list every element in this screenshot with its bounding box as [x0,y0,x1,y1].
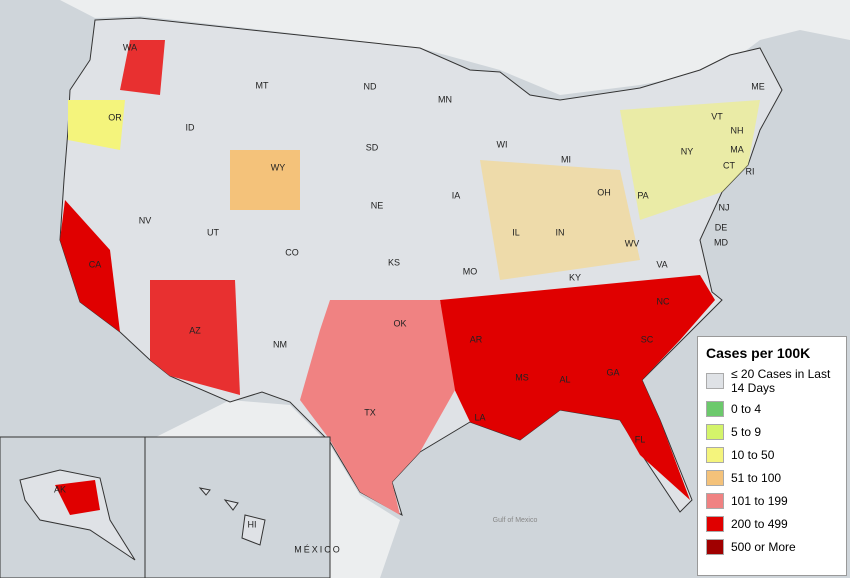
state-label: OK [393,318,406,328]
state-label: CO [285,247,299,257]
legend-item: 51 to 100 [706,469,838,487]
state-label: MI [561,154,571,164]
washington-region [120,40,165,95]
state-label: VA [656,259,667,269]
canada [0,0,850,95]
legend-swatch [706,401,724,417]
state-label: RI [746,166,755,176]
state-label: MO [463,266,478,276]
state-label: WI [497,139,508,149]
place-label: Gulf of Mexico [493,517,538,524]
legend-swatch [706,447,724,463]
state-label: AZ [189,325,201,335]
state-label: NH [731,125,744,135]
legend-swatch [706,493,724,509]
state-label: NC [657,296,670,306]
legend-item: 10 to 50 [706,446,838,464]
wyoming-region [230,150,300,210]
legend-label: 500 or More [731,540,796,554]
state-label: FL [635,434,646,444]
state-label: PA [637,190,648,200]
legend-swatch [706,373,724,389]
state-label: IN [556,227,565,237]
state-label: SD [366,142,379,152]
state-label: LA [474,412,485,422]
southeast-region [440,275,715,500]
state-label: VT [711,111,723,121]
state-label: UT [207,227,219,237]
state-label: NY [681,146,694,156]
oregon-region [68,100,125,150]
alaska-region [55,480,100,515]
state-label: WA [123,42,137,52]
state-label: ND [364,81,377,91]
state-label: IL [512,227,520,237]
legend-label: 101 to 199 [731,494,788,508]
legend-item: ≤ 20 Cases in Last 14 Days [706,367,838,395]
state-label: OR [108,112,122,122]
legend-label: ≤ 20 Cases in Last 14 Days [731,367,831,395]
legend: Cases per 100K ≤ 20 Cases in Last 14 Day… [697,336,847,576]
legend-title: Cases per 100K [706,345,811,361]
state-label: NE [371,200,384,210]
state-label: WV [625,238,640,248]
state-label: MS [515,372,529,382]
state-label: CT [723,160,735,170]
south-central-region [300,300,455,515]
state-label: ID [186,122,196,132]
legend-item: 101 to 199 [706,492,838,510]
state-label: MN [438,94,452,104]
state-label: GA [606,367,619,377]
state-label: ME [751,81,765,91]
state-label: OH [597,187,611,197]
midwest-region [480,160,640,280]
state-label: HI [248,519,257,529]
legend-swatch [706,539,724,555]
state-label: AL [559,374,570,384]
state-label: NJ [719,202,730,212]
legend-label: 200 to 499 [731,517,788,531]
state-label: KS [388,257,400,267]
legend-label: 51 to 100 [731,471,782,485]
legend-swatch [706,470,724,486]
state-label: WY [271,162,286,172]
hawaii-inset [144,436,331,578]
state-label: MD [714,237,728,247]
legend-item: 0 to 4 [706,400,838,418]
alaska [19,469,136,561]
state-label: MT [256,80,269,90]
california-region [60,200,120,332]
legend-swatch [706,424,724,440]
state-label: NM [273,339,287,349]
legend-item: 500 or More [706,538,838,556]
state-label: DE [715,222,728,232]
state-label: TX [364,407,376,417]
state-label: CA [89,259,102,269]
arizona-region [150,280,240,395]
state-label: NV [139,215,152,225]
northeast-region [620,100,760,220]
place-label: MÉXICO [294,544,342,554]
state-label: SC [641,334,654,344]
state-label: KY [569,272,581,282]
hawaii [198,487,266,546]
legend-label: 5 to 9 [731,425,762,439]
legend-swatch [706,516,724,532]
legend-item: 5 to 9 [706,423,838,441]
state-label: AK [54,484,66,494]
state-label: IA [452,190,461,200]
legend-item: 200 to 499 [706,515,838,533]
state-label: AR [470,334,483,344]
legend-label: 10 to 50 [731,448,775,462]
legend-label: 0 to 4 [731,402,762,416]
state-label: MA [730,144,744,154]
